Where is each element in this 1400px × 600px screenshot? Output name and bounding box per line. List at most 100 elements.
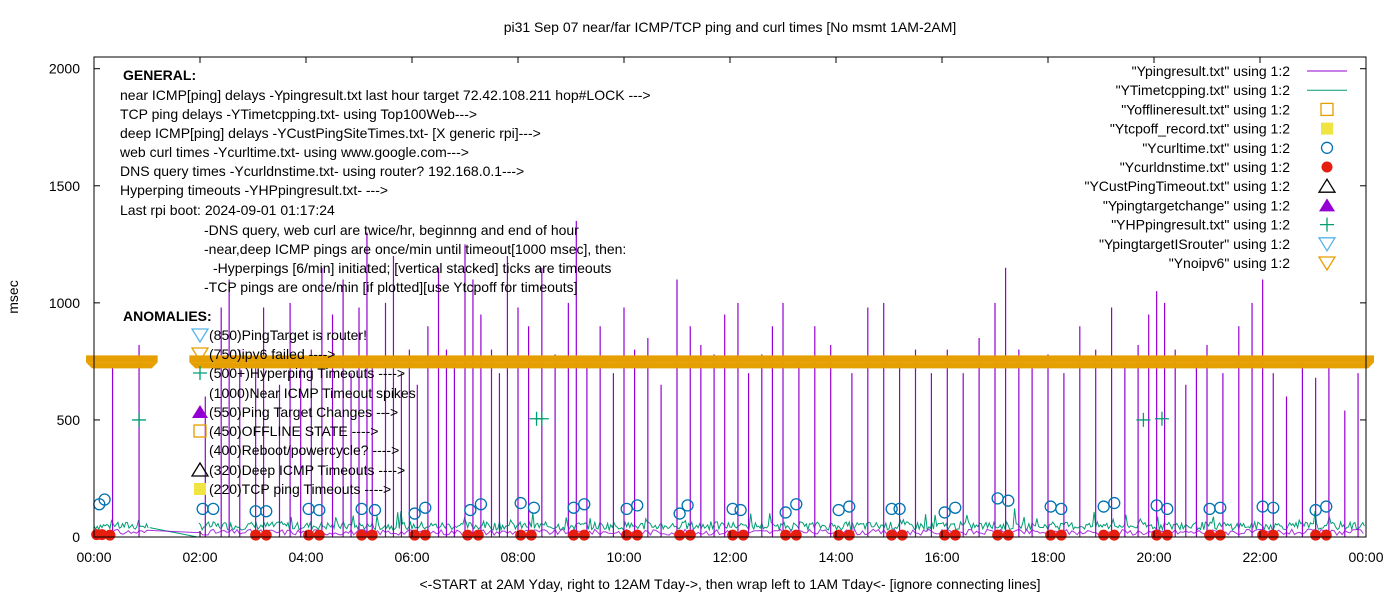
anomaly-marker (193, 366, 207, 380)
hyperping-timeout-point (534, 411, 549, 426)
legend-marker (1319, 198, 1335, 212)
dns-time-point (1098, 529, 1110, 541)
curl-time-point (1267, 501, 1280, 514)
curl-time-point (734, 503, 747, 517)
general-note: -Hyperpings [6/min] initiated; [vertical… (213, 260, 611, 276)
anomaly-marker (190, 461, 210, 477)
dns-time-point (1045, 529, 1057, 541)
dns-time-point (727, 529, 739, 541)
x-tick-label: 00:00 (76, 549, 111, 565)
curl-time-point (464, 503, 477, 517)
curl-time-point (843, 500, 856, 513)
curl-time-point (832, 503, 845, 517)
dns-time-point (419, 529, 431, 541)
curl-time-point (631, 499, 644, 512)
noipv6-band (86, 355, 158, 363)
curl-time-point (726, 502, 739, 516)
x-tick-label: 08:00 (500, 549, 535, 565)
general-note: web curl times -Ycurltime.txt- using www… (119, 144, 469, 160)
dns-time-point (1267, 529, 1279, 541)
legend-label: "Ynoipv6" using 1:2 (1169, 255, 1290, 271)
dns-time-point (515, 529, 527, 541)
dns-time-point (462, 529, 474, 541)
y-tick-label: 2000 (49, 61, 80, 77)
dns-time-point (250, 529, 262, 541)
curl-time-point (419, 501, 432, 514)
anomaly-note: (320)Deep ICMP Timeouts ----> (209, 462, 405, 478)
ping-line (93, 528, 1364, 537)
legend-label: "Ypingresult.txt" using 1:2 (1132, 63, 1291, 79)
dns-time-point (896, 529, 908, 541)
anomaly-note: (850)PingTarget is router! (209, 327, 367, 343)
y-tick-label: 0 (72, 529, 80, 545)
legend-label: "YTimetcpping.txt" using 1:2 (1116, 82, 1291, 98)
general-note: Hyperping timeouts -YHPpingresult.txt- -… (120, 182, 388, 198)
x-tick-label: 12:00 (712, 549, 747, 565)
dns-time-point (472, 529, 484, 541)
dns-time-point (1310, 529, 1322, 541)
hyperping-timeout-point (1136, 412, 1151, 427)
y-tick-label: 1000 (49, 295, 80, 311)
curl-time-point (681, 499, 694, 512)
dns-time-point (1320, 529, 1332, 541)
dns-time-point (621, 529, 633, 541)
dns-time-point (356, 529, 368, 541)
x-tick-label: 20:00 (1136, 549, 1171, 565)
dns-time-point (949, 529, 961, 541)
dns-time-point (1002, 529, 1014, 541)
dns-time-point (833, 529, 845, 541)
hyperping-timeout-point (132, 412, 147, 427)
dns-time-point (737, 529, 749, 541)
legend-label: "Ytcpoff_record.txt" using 1:2 (1110, 121, 1290, 137)
dns-time-point (939, 529, 951, 541)
legend-label: "YpingtargetISrouter" using 1:2 (1099, 236, 1290, 252)
curl-time-point (1150, 499, 1163, 512)
legend-label: "Yofflineresult.txt" using 1:2 (1121, 101, 1290, 117)
legend-marker (1320, 141, 1334, 154)
legend-marker (1320, 102, 1334, 117)
anomaly-marker (194, 483, 206, 495)
x-tick-label: 18:00 (1030, 549, 1065, 565)
anomaly-note: (220)TCP ping Timeouts ----> (209, 481, 391, 497)
dns-time-point (1214, 529, 1226, 541)
curl-time-point (938, 506, 951, 519)
x-tick-label: 02:00 (182, 549, 217, 565)
anomaly-note: (750)ipv6 failed ----> (209, 346, 335, 362)
legend-marker (1317, 177, 1337, 193)
y-tick-label: 1500 (49, 178, 80, 194)
hyperping-timeout-point (1154, 411, 1169, 426)
curl-time-point (474, 498, 488, 511)
general-note: TCP ping delays -YTimetcpping.txt- using… (120, 106, 477, 122)
anomaly-marker (192, 405, 208, 418)
curl-time-point (779, 506, 792, 519)
x-tick-label: 22:00 (1242, 549, 1277, 565)
curl-time-point (673, 507, 686, 520)
anomaly-note: (400)Reboot/powercycle? ----> (209, 442, 399, 458)
y-axis-label: msec (5, 280, 21, 313)
anomaly-marker (190, 347, 210, 363)
dns-time-point (568, 529, 580, 541)
dns-time-point (260, 529, 272, 541)
curl-time-point (893, 502, 906, 516)
curl-time-point (207, 502, 220, 516)
dns-time-point (1204, 529, 1216, 541)
curl-time-point (1161, 502, 1174, 516)
x-tick-label: 00:00 (1348, 549, 1383, 565)
x-tick-label: 06:00 (394, 549, 429, 565)
general-note: -DNS query, web curl are twice/hr, begin… (204, 222, 579, 238)
chart-title: pi31 Sep 07 near/far ICMP/TCP ping and c… (504, 19, 957, 35)
noipv6-band (189, 355, 1375, 363)
anomalies-heading: ANOMALIES: (123, 308, 212, 324)
dns-time-point (992, 529, 1004, 541)
curl-time-point (578, 498, 591, 511)
curl-time-point (260, 505, 273, 518)
dns-time-point (1257, 529, 1269, 541)
anomaly-note: (450)OFFLINE STATE ----> (209, 423, 378, 439)
curl-time-point (1309, 503, 1322, 517)
x-tick-label: 16:00 (924, 549, 959, 565)
curl-time-point (1320, 500, 1333, 513)
dns-time-point (790, 529, 802, 541)
curl-time-point (790, 498, 803, 511)
general-note: -near,deep ICMP pings are once/min until… (204, 241, 626, 257)
noipv6-band-edge (189, 362, 1375, 369)
